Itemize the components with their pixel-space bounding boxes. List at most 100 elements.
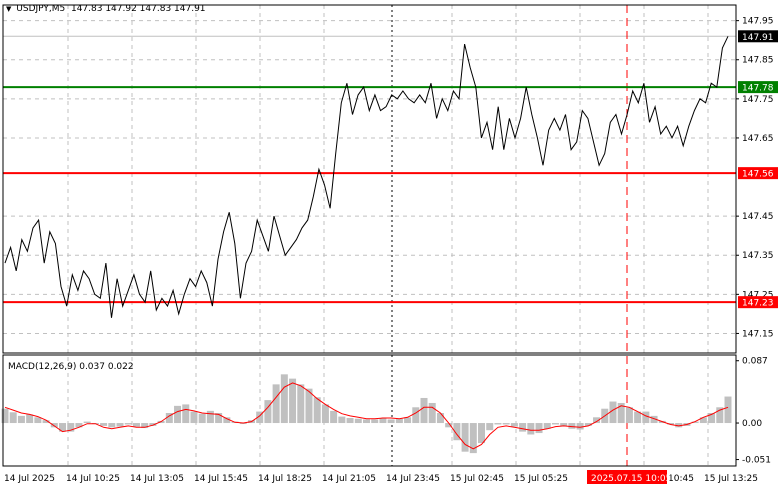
macd-histogram-bar (453, 423, 461, 441)
macd-histogram-bar (330, 410, 338, 424)
macd-histogram-bar (363, 419, 370, 424)
macd-histogram-bar (478, 423, 486, 444)
macd-histogram-bar (223, 417, 231, 424)
macd-histogram-bar (280, 374, 288, 424)
grid (3, 5, 736, 466)
macd-y-tick-label: 0.00 (742, 419, 762, 429)
macd-histogram-bar (1, 408, 9, 424)
level-tag-label: 147.56 (742, 170, 774, 180)
macd-histogram-bar (461, 423, 469, 452)
macd-histogram-bar (699, 417, 707, 424)
macd-histogram-bar (502, 423, 510, 425)
macd-histogram-bar (149, 423, 157, 426)
macd-histogram-bar (321, 404, 329, 424)
macd-histogram-bar (420, 397, 428, 424)
macd-histogram-bar (67, 423, 75, 432)
x-tick-label: 15 Jul 13:25 (704, 474, 758, 484)
macd-histogram-bar (584, 423, 592, 426)
macd-histogram-bar (510, 423, 518, 427)
macd-histogram-bar (26, 414, 34, 424)
axes: 14 Jul 2025 14 Jul 10:25 14 Jul 13:05 14 Ju… (2, 4, 774, 484)
macd-histogram-bar (108, 423, 116, 428)
macd-histogram-bar (132, 423, 140, 427)
macd-histogram-bar (535, 423, 543, 434)
macd-histogram-bar (256, 411, 264, 424)
macd-histogram-bar (264, 400, 272, 424)
macd-histogram-bar (560, 423, 568, 426)
macd-histogram-bar (75, 423, 83, 428)
macd-histogram-bar (346, 418, 354, 424)
x-tick-label: 14 Jul 2025 (4, 474, 55, 484)
macd-histogram-bar (272, 384, 280, 424)
macd-label: MACD(12,26,9) 0.037 0.022 (8, 362, 134, 372)
macd-panel (1, 374, 732, 454)
level-tag-label: 147.23 (742, 299, 774, 309)
macd-histogram-bar (100, 423, 108, 426)
macd-header: MACD(12,26,9) 0.037 0.022 (8, 362, 134, 372)
x-tick-label: 14 Jul 10:25 (66, 474, 120, 484)
macd-histogram-bar (642, 411, 650, 424)
macd-histogram-bar (666, 423, 674, 425)
macd-histogram-bar (716, 407, 724, 424)
macd-histogram-bar (625, 407, 633, 424)
macd-histogram-bar (486, 423, 494, 431)
macd-histogram-bar (371, 419, 379, 424)
macd-histogram-bar (174, 405, 182, 424)
macd-histogram-bar (190, 411, 198, 424)
macd-histogram-bar (206, 410, 214, 424)
macd-histogram-bar (593, 417, 601, 424)
price-panel-frame (2, 4, 737, 354)
macd-histogram-bar (17, 415, 25, 424)
macd-histogram-bar (691, 421, 699, 424)
ohlc-values: 147.83 147.92 147.83 147.91 (70, 4, 206, 14)
macd-histogram-bar (551, 423, 559, 425)
macd-histogram-bar (379, 418, 387, 424)
macd-histogram-bar (445, 423, 453, 428)
y-tick-label: 147.85 (742, 56, 774, 66)
macd-histogram-bar (59, 423, 67, 432)
macd-y-tick-label: -0.051 (742, 456, 771, 466)
time-marker-tag-bg (587, 470, 667, 484)
y-tick-label: 147.95 (742, 17, 774, 27)
macd-histogram-bar (198, 413, 206, 424)
macd-histogram-bar (675, 423, 683, 428)
macd-histogram-bar (708, 413, 716, 424)
level-tag-label: 147.78 (742, 84, 774, 94)
macd-panel-frame (2, 354, 737, 467)
time-marker-tag-label: 2025.07.15 10:05 (591, 474, 671, 484)
macd-histogram-bar (289, 378, 297, 424)
x-tick-label: 14 Jul 18:25 (258, 474, 312, 484)
macd-histogram-bar (239, 423, 247, 425)
level-lines[interactable] (3, 86, 736, 304)
macd-histogram-bar (165, 413, 173, 424)
macd-histogram-bar (650, 415, 658, 424)
macd-histogram-bar (297, 384, 305, 424)
x-tick-label: 15 Jul 02:45 (450, 474, 504, 484)
macd-histogram-bar (494, 423, 502, 425)
current-price-tag-label: 147.91 (742, 33, 774, 43)
macd-histogram-bar (387, 419, 395, 424)
macd-histogram-bar (141, 423, 149, 429)
y-tick-label: 147.75 (742, 95, 774, 105)
macd-histogram-bar (469, 423, 477, 454)
macd-histogram-bar (609, 401, 617, 424)
level-tag-bg (738, 167, 778, 180)
macd-histogram-bar (313, 397, 321, 424)
chart-header: ▼ USDJPY,M5 147.83 147.92 147.83 147.91 (6, 4, 206, 14)
macd-signal-line (4, 382, 729, 450)
macd-histogram-bar (124, 423, 132, 425)
level-tag-bg (738, 296, 778, 309)
macd-histogram-bar (215, 413, 223, 424)
price-series (4, 36, 729, 318)
menu-triangle-icon[interactable]: ▼ (6, 5, 12, 13)
macd-histogram-bar (634, 411, 642, 424)
level-tag-bg (738, 81, 778, 94)
macd-histogram-bar (543, 423, 551, 429)
macd-histogram-bar (116, 423, 124, 427)
y-tick-label: 147.65 (742, 134, 774, 144)
y-tick-label: 147.45 (742, 212, 774, 222)
x-tick-label: 14 Jul 21:05 (322, 474, 376, 484)
macd-histogram-bar (338, 416, 346, 424)
